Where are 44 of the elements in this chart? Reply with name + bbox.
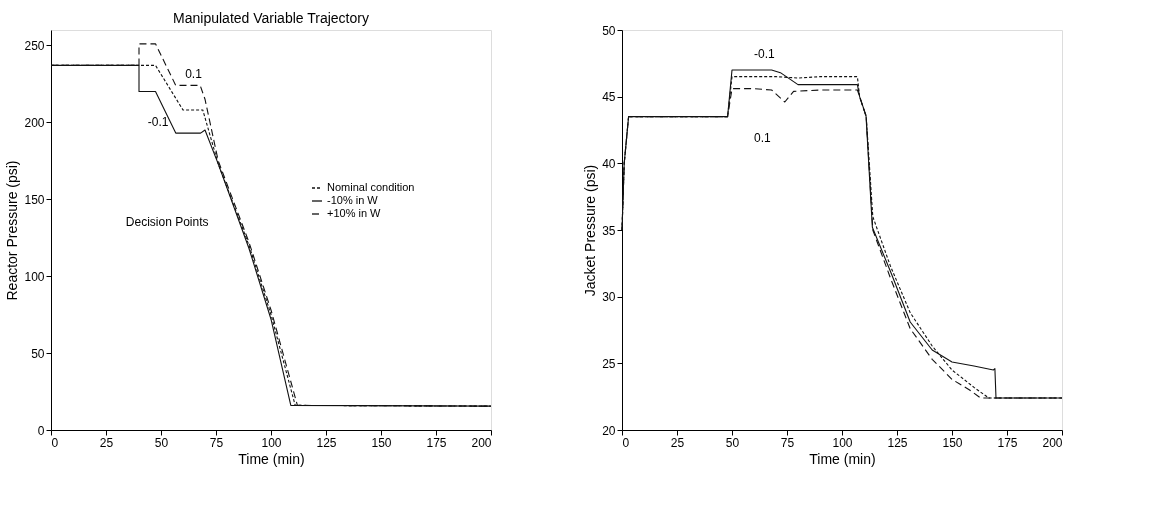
y-tick-label: 30 bbox=[602, 290, 616, 305]
y-axis-title: Jacket Pressure (psi) bbox=[582, 164, 599, 297]
annotation: 0.1 bbox=[754, 131, 772, 145]
y-tick-label: 35 bbox=[602, 223, 616, 238]
x-tick-label: 200 bbox=[1042, 435, 1063, 450]
x-tick-label: 50 bbox=[725, 435, 740, 450]
x-axis-title: Time (min) bbox=[809, 450, 876, 467]
y-tick-label: 0 bbox=[37, 423, 45, 438]
x-tick-label: 200 bbox=[471, 435, 492, 450]
y-tick-label: 50 bbox=[602, 23, 616, 38]
y-tick-label: 250 bbox=[24, 38, 45, 53]
x-tick-label: 25 bbox=[99, 435, 114, 450]
x-tick-label: 150 bbox=[942, 435, 963, 450]
x-tick-label: 100 bbox=[832, 435, 853, 450]
x-tick-label: 0 bbox=[622, 435, 630, 450]
y-axis-title: Reactor Pressure (psi) bbox=[4, 160, 21, 301]
x-tick-label: 100 bbox=[261, 435, 282, 450]
x-tick-label: 175 bbox=[997, 435, 1018, 450]
y-tick-label: 50 bbox=[31, 346, 45, 361]
x-tick-label: 75 bbox=[209, 435, 224, 450]
x-tick-label: 75 bbox=[780, 435, 795, 450]
y-tick-label: 20 bbox=[602, 423, 616, 438]
annotation: 0.1 bbox=[185, 67, 203, 81]
legend-label: +10% in W bbox=[327, 207, 382, 219]
x-tick-label: 25 bbox=[670, 435, 685, 450]
annotation: -0.1 bbox=[147, 115, 169, 129]
y-tick-label: 100 bbox=[24, 269, 45, 284]
x-tick-label: 175 bbox=[426, 435, 447, 450]
x-tick-label: 125 bbox=[316, 435, 337, 450]
x-tick-label: 150 bbox=[371, 435, 392, 450]
y-tick-label: 150 bbox=[24, 192, 45, 207]
y-tick-label: 40 bbox=[602, 156, 616, 171]
x-tick-label: 50 bbox=[154, 435, 169, 450]
y-tick-label: 25 bbox=[602, 356, 616, 371]
y-tick-label: 200 bbox=[24, 115, 45, 130]
chart-title: Manipulated Variable Trajectory bbox=[173, 10, 369, 26]
y-tick-label: 45 bbox=[602, 90, 616, 105]
legend-label: -10% in W bbox=[327, 194, 379, 206]
x-axis-title: Time (min) bbox=[238, 450, 305, 467]
x-tick-label: 0 bbox=[51, 435, 59, 450]
annotation: Decision Points bbox=[125, 215, 209, 229]
legend-label: Nominal condition bbox=[327, 181, 415, 193]
annotation: -0.1 bbox=[754, 47, 775, 61]
x-tick-label: 125 bbox=[887, 435, 908, 450]
